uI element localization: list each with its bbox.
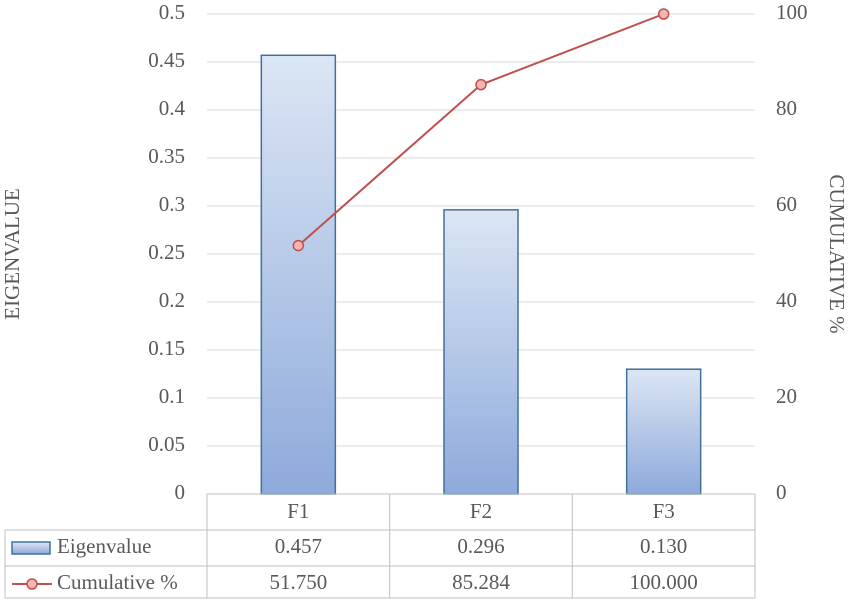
y-tick-label: 0.4 <box>159 96 186 120</box>
y2-tick-label: 0 <box>776 480 787 504</box>
value-label: 0.296 <box>457 534 504 558</box>
value-label: 0.130 <box>640 534 687 558</box>
y2-tick-label: 40 <box>776 288 797 312</box>
y2-tick-label: 100 <box>776 0 808 24</box>
legend-label: Eigenvalue <box>57 534 151 558</box>
x-tick-label: F2 <box>470 499 492 523</box>
legend-key <box>11 541 51 555</box>
legend-label: Cumulative % <box>57 570 178 594</box>
y2-axis-title: CUMULATIVE % <box>825 174 849 333</box>
y-tick-label: 0.2 <box>159 288 185 312</box>
y2-tick-label: 60 <box>776 192 797 216</box>
y-tick-label: 0.5 <box>159 0 185 24</box>
y-tick-label: 0.45 <box>148 48 185 72</box>
value-label: 85.284 <box>452 570 510 594</box>
y-tick-label: 0 <box>175 480 186 504</box>
y-tick-label: 0.15 <box>148 336 185 360</box>
line-marker <box>475 78 487 91</box>
value-label: 100.000 <box>630 570 698 594</box>
y2-tick-label: 80 <box>776 96 797 120</box>
bar <box>625 368 702 495</box>
legend-key <box>26 578 38 590</box>
bar <box>260 54 337 495</box>
y-tick-label: 0.1 <box>159 384 185 408</box>
x-tick-label: F3 <box>653 499 675 523</box>
y2-tick-label: 20 <box>776 384 797 408</box>
line-marker <box>657 8 670 20</box>
y-tick-label: 0.05 <box>148 432 185 456</box>
x-tick-label: F1 <box>287 499 309 523</box>
line-marker <box>292 239 305 252</box>
y-tick-label: 0.25 <box>148 240 185 264</box>
value-label: 51.750 <box>269 570 327 594</box>
y-tick-label: 0.3 <box>159 192 185 216</box>
value-label: 0.457 <box>275 534 322 558</box>
y-axis-title: EIGENVALUE <box>0 188 24 319</box>
bar <box>443 209 519 495</box>
y-tick-label: 0.35 <box>148 144 185 168</box>
